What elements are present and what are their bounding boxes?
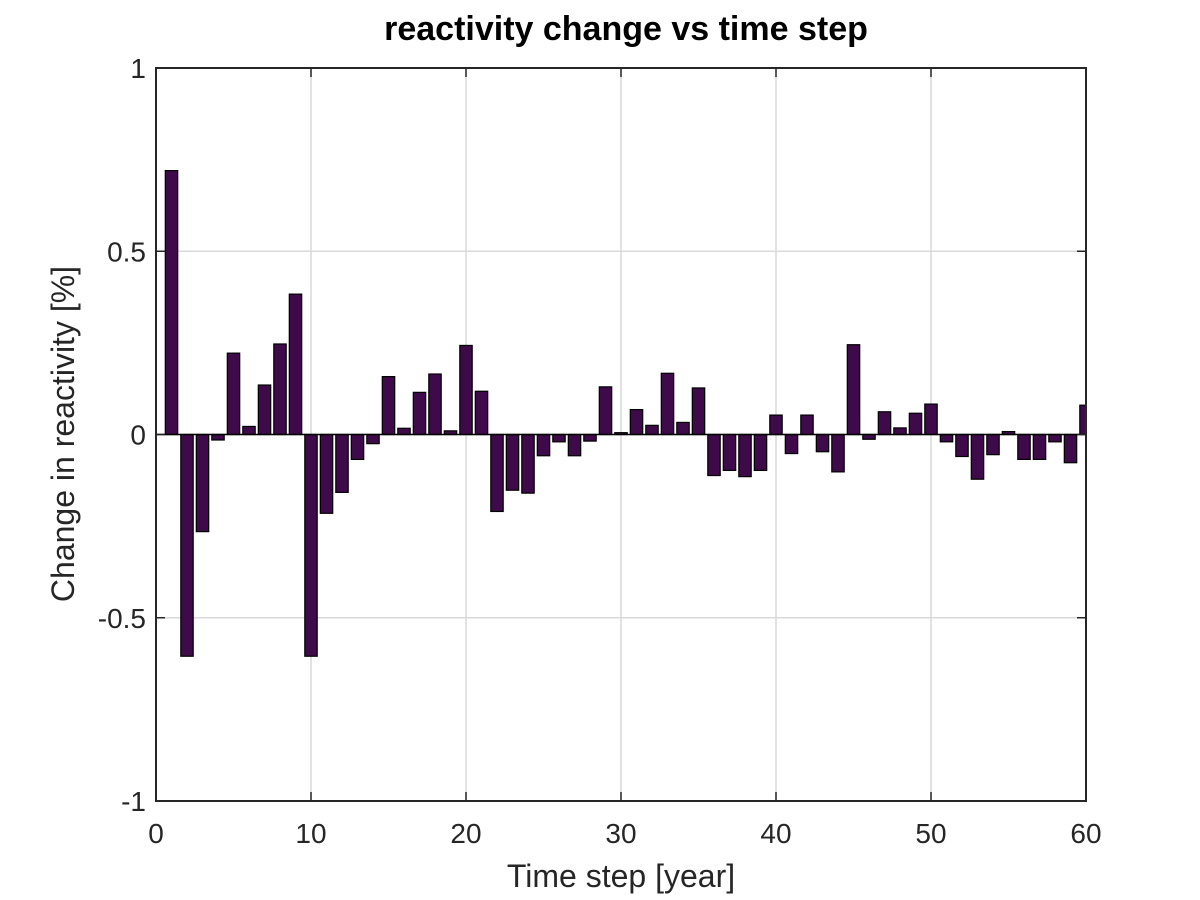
x-tick-label: 50 [915, 818, 946, 849]
bar [366, 433, 380, 445]
bar [629, 408, 644, 436]
bar [1017, 433, 1031, 461]
y-tick-label: -1 [121, 786, 146, 817]
axis-ticks [155, 67, 1087, 802]
bar [691, 387, 706, 436]
bar [846, 344, 861, 436]
bar [350, 433, 365, 461]
y-tick-label: 0.5 [107, 236, 146, 267]
y-tick-label: 0 [130, 420, 146, 451]
bar [536, 433, 551, 457]
bar [397, 427, 411, 436]
bar [815, 433, 830, 453]
bar [583, 433, 597, 442]
bar [428, 373, 442, 436]
bar [769, 414, 783, 436]
x-tick-labels: 0 10 20 30 40 50 60 [148, 818, 1101, 849]
bar [412, 391, 427, 436]
bar [955, 433, 969, 458]
x-tick-label: 40 [760, 818, 791, 849]
bar [707, 433, 721, 477]
bar [1048, 433, 1062, 443]
x-tick-label: 20 [450, 818, 481, 849]
bar [552, 433, 566, 443]
y-tick-label: -0.5 [98, 603, 146, 634]
bar [211, 433, 225, 441]
bar [521, 433, 535, 494]
bar [505, 433, 520, 491]
bar [180, 433, 194, 657]
x-tick-label: 10 [295, 818, 326, 849]
bar [970, 433, 985, 480]
bar [1032, 433, 1047, 461]
bar [800, 414, 814, 436]
bar [288, 293, 303, 436]
bar [226, 352, 241, 436]
bar [304, 433, 318, 657]
bar [242, 425, 256, 436]
chart-title: reactivity change vs time step [384, 10, 868, 48]
bar [738, 433, 752, 478]
bar [381, 375, 396, 436]
y-tick-label: 1 [130, 53, 146, 84]
bar [986, 433, 1000, 456]
bar [273, 343, 287, 436]
bar [893, 427, 907, 436]
bar [319, 433, 334, 514]
bar [195, 433, 210, 533]
bar [877, 411, 892, 436]
bar [722, 433, 737, 472]
bar [598, 386, 613, 436]
bar [939, 433, 954, 443]
x-tick-label: 0 [148, 818, 164, 849]
bar [459, 344, 473, 436]
bar [924, 403, 938, 436]
bar [335, 433, 349, 494]
bar [645, 424, 659, 436]
bar [784, 433, 799, 455]
bar [753, 433, 768, 472]
bar [164, 170, 179, 436]
bar [1063, 433, 1078, 464]
x-axis-label: Time step [year] [507, 858, 735, 894]
bar [490, 433, 504, 513]
bar [908, 412, 923, 436]
bar [831, 433, 845, 473]
x-tick-label: 60 [1070, 818, 1101, 849]
y-tick-labels: 1 0.5 0 -0.5 -1 [98, 53, 146, 817]
x-tick-label: 30 [605, 818, 636, 849]
bar [676, 421, 690, 436]
bars [164, 170, 1087, 657]
bar [474, 390, 489, 436]
bar [660, 372, 675, 436]
y-axis-label: Change in reactivity [%] [45, 266, 81, 602]
bar [567, 433, 582, 457]
bar [257, 384, 272, 436]
